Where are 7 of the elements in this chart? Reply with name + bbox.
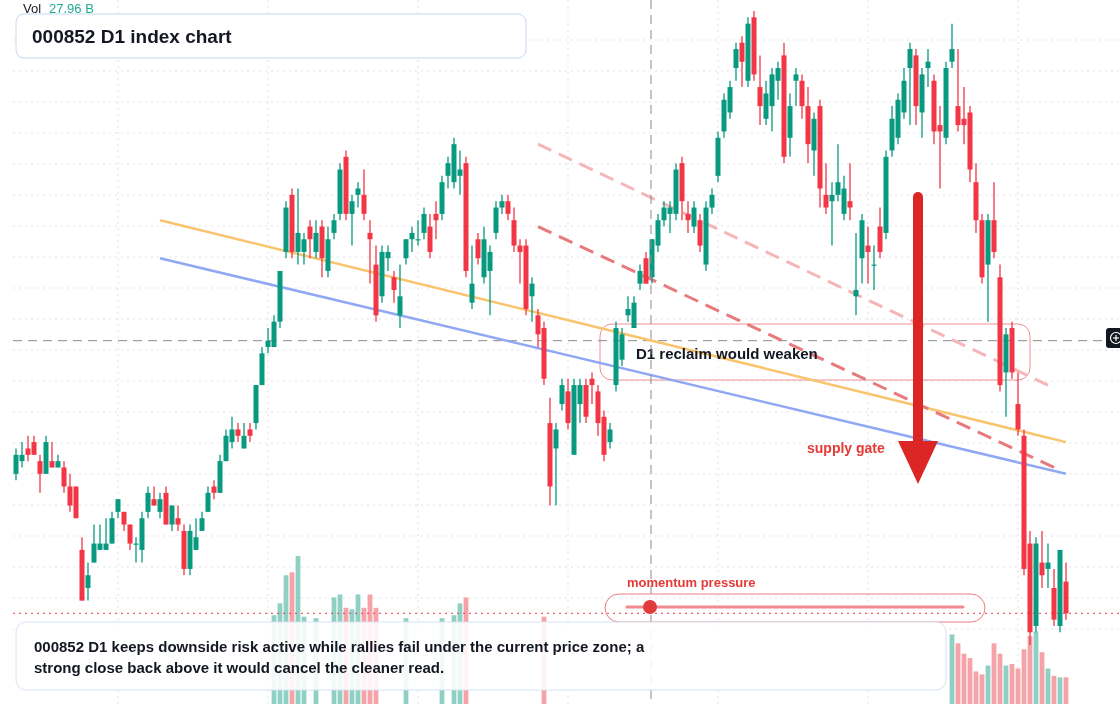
annotation: supply gate [807,440,886,456]
annotation: 000852 D1 keeps downside risk active while rallies fail under the current price zone; a strong close back above it would cancel the cleaner read. [34,638,645,676]
annotation: D1 reclaim would weaken [636,345,818,362]
text: 000852 D1 index chart [32,26,233,47]
chart-subtitle: 27.96 B [49,1,94,16]
chart-title: Vol [23,1,42,16]
annotation: momentum pressure [627,575,756,590]
